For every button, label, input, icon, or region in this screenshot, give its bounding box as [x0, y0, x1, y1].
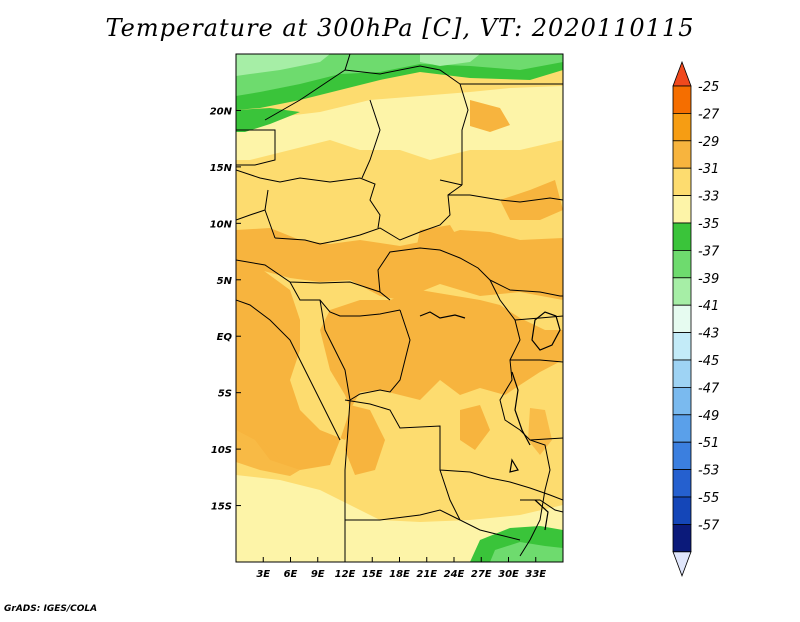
x-tick-label: 15E [362, 569, 383, 580]
y-tick-label: 10N [210, 219, 233, 230]
colorbar-swatch [672, 304, 692, 334]
x-tick-label: 21E [416, 569, 437, 580]
colorbar-swatch [672, 386, 692, 416]
colorbar-label: -27 [698, 107, 720, 122]
colorbar-swatch [672, 113, 692, 142]
x-axis-ticks: 3E 6E 9E 12E 15E 18E 21E 24E 27E 30E 33E [256, 557, 546, 580]
x-tick-label: 24E [444, 569, 465, 580]
colorbar-label: -41 [698, 299, 719, 314]
colorbar-swatch [672, 222, 692, 251]
x-tick-label: 12E [335, 569, 356, 580]
x-tick-label: 9E [311, 569, 325, 580]
x-tick-label: 30E [498, 569, 519, 580]
colorbar-swatch [672, 359, 692, 388]
y-tick-label: EQ [217, 332, 233, 343]
y-tick-label: 20N [210, 106, 233, 117]
colorbar-label: -49 [698, 409, 719, 424]
colorbar-swatch [672, 332, 692, 361]
colorbar-label: -51 [698, 436, 719, 451]
colorbar-swatch [672, 441, 692, 471]
colorbar-swatch [672, 469, 692, 498]
colorbar-label: -53 [698, 464, 719, 479]
y-tick-label: 15N [210, 163, 233, 174]
colorbar-label: -29 [698, 135, 719, 150]
x-tick-label: 18E [389, 569, 410, 580]
x-tick-label: 6E [284, 569, 298, 580]
x-tick-label: 33E [525, 569, 546, 580]
y-tick-label: 5S [218, 389, 232, 400]
colorbar-swatch [672, 414, 692, 443]
colorbar-label: -45 [698, 354, 719, 369]
colorbar-bottom-arrow [672, 551, 692, 577]
x-tick-label: 27E [471, 569, 492, 580]
x-tick-label: 3E [256, 569, 270, 580]
colorbar-label: -43 [698, 327, 719, 342]
colorbar-swatch [672, 167, 692, 196]
y-tick-label: 10S [211, 445, 232, 456]
colorbar-swatch [672, 496, 692, 525]
y-axis-ticks: 20N 15N 10N 5N EQ 5S 10S 15S [210, 106, 241, 513]
y-tick-label: 5N [217, 276, 233, 287]
grads-credit: GrADS: IGES/COLA [4, 604, 98, 614]
colorbar-swatch [672, 249, 692, 279]
y-tick-label: 15S [211, 502, 232, 513]
colorbar-swatch [672, 195, 692, 224]
colorbar-swatch [672, 524, 692, 553]
colorbar: -25 -27 -29 -31 -33 -35 -37 -39 -41 -43 -45 -47 -49 -… [672, 60, 720, 577]
colorbar-label: -31 [698, 162, 719, 177]
colorbar-swatch [672, 140, 692, 169]
colorbar-top-arrow [672, 60, 692, 87]
country-borders [236, 54, 563, 562]
colorbar-label: -47 [698, 381, 720, 396]
colorbar-label: -35 [698, 217, 719, 232]
lakes [419, 311, 561, 531]
map-title: Temperature at 300hPa [C], VT: 202011011… [105, 14, 695, 42]
colorbar-label: -57 [698, 518, 720, 533]
colorbar-label: -39 [698, 272, 719, 287]
colorbar-label: -37 [698, 244, 720, 259]
colorbar-label: -33 [698, 190, 719, 205]
temperature-field [236, 54, 563, 562]
colorbar-label: -55 [698, 491, 719, 506]
colorbar-swatch [672, 85, 692, 114]
colorbar-label: -25 [698, 80, 719, 95]
colorbar-swatch [672, 277, 692, 306]
